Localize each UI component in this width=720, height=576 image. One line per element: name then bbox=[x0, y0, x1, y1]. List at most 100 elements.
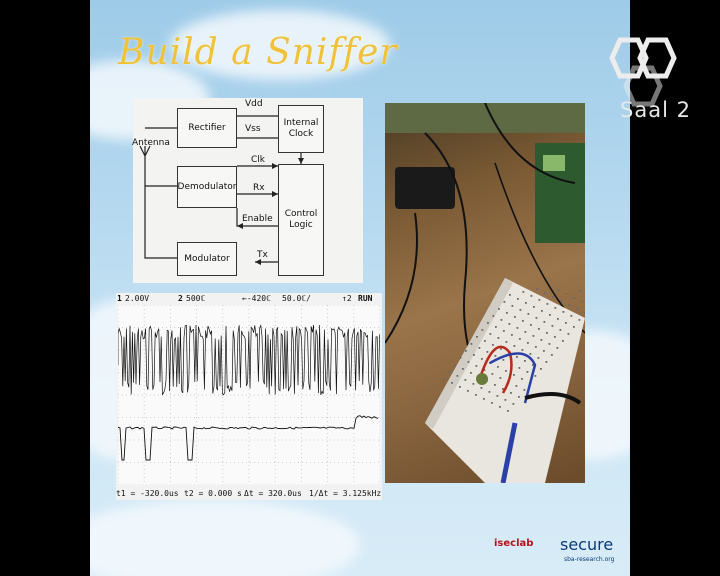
breadboard-hole bbox=[511, 305, 514, 307]
breadboard-hole bbox=[530, 295, 533, 297]
breadboard-hole bbox=[557, 318, 559, 320]
breadboard-hole bbox=[551, 325, 554, 327]
breadboard-hole bbox=[508, 323, 511, 325]
breadboard-hole bbox=[537, 357, 540, 359]
breadboard-hole bbox=[522, 320, 524, 322]
breadboard-hole bbox=[540, 339, 543, 341]
breadboard-hole bbox=[562, 340, 564, 342]
breadboard-hole bbox=[518, 367, 521, 369]
breadboard-hole bbox=[506, 312, 508, 314]
breadboard-hole bbox=[503, 301, 506, 303]
breadboard-hole bbox=[521, 349, 524, 351]
breadboard-hole bbox=[543, 350, 545, 352]
breadboard-hole bbox=[499, 377, 502, 379]
rx-label: Rx bbox=[253, 183, 265, 193]
cursor-delta: Δt = 320.0us bbox=[244, 489, 302, 498]
scope-header: 1 2.00V 2 500ℂ ←-420ℂ 50.0ℂ/ ↑2 RUN bbox=[116, 293, 382, 305]
breadboard-hole bbox=[551, 354, 553, 356]
breadboard-hole bbox=[467, 361, 470, 363]
breadboard-hole bbox=[554, 336, 556, 338]
breadboard-hole bbox=[546, 303, 549, 305]
breadboard-hole bbox=[573, 297, 576, 299]
scope-display bbox=[118, 305, 380, 485]
breadboard-hole bbox=[525, 302, 527, 304]
scope-footer: t1 = -320.0us t2 = 0.000 s Δt = 320.0us … bbox=[116, 488, 382, 500]
breadboard-hole bbox=[584, 312, 585, 314]
vdd-label: Vdd bbox=[245, 99, 263, 109]
cursor-t1: t1 = -320.0us bbox=[116, 489, 179, 498]
channel-1-scale: 2.00V bbox=[125, 294, 150, 303]
breadboard-hole bbox=[472, 383, 475, 385]
breadboard-hole bbox=[516, 327, 519, 329]
breadboard-hole bbox=[448, 371, 451, 373]
cursor-t2: t2 = 0.000 s bbox=[184, 489, 242, 498]
breadboard-hole bbox=[533, 306, 535, 308]
breadboard-hole bbox=[492, 344, 494, 346]
breadboard-hole bbox=[491, 402, 493, 404]
breadboard-hole bbox=[535, 317, 538, 319]
rectifier-block: Rectifier bbox=[177, 108, 237, 148]
breadboard-hole bbox=[540, 368, 542, 370]
breadboard-hole bbox=[527, 342, 529, 344]
breadboard-hole bbox=[515, 385, 518, 387]
channel-1-trace bbox=[118, 324, 380, 396]
block-diagram-wires bbox=[139, 115, 304, 265]
breadboard-hole bbox=[536, 288, 538, 290]
breadboard-hole bbox=[541, 310, 543, 312]
breadboard-hole bbox=[526, 371, 529, 373]
breadboard-hole bbox=[498, 308, 500, 310]
breadboard-hole bbox=[546, 332, 548, 334]
breadboard-hole bbox=[544, 292, 546, 294]
breadboard-photo bbox=[385, 103, 585, 483]
breadboard-hole bbox=[459, 357, 462, 359]
breadboard-hole bbox=[534, 375, 537, 377]
breadboard-hole bbox=[521, 378, 523, 380]
secure-subtitle: sba-research.org bbox=[564, 556, 615, 563]
breadboard-hole bbox=[473, 354, 475, 356]
breadboard-hole bbox=[557, 289, 560, 291]
channel-2-scale: 500ℂ bbox=[186, 294, 206, 303]
breadboard-hole bbox=[494, 355, 497, 357]
breadboard-hole bbox=[488, 391, 491, 393]
breadboard-hole bbox=[491, 373, 494, 375]
breadboard-hole bbox=[481, 329, 484, 331]
breadboard-hole bbox=[475, 394, 477, 396]
control-logic-block: Control Logic bbox=[278, 164, 324, 276]
breadboard-hole bbox=[492, 315, 495, 317]
breadboard-hole bbox=[496, 395, 499, 397]
breadboard-hole bbox=[514, 316, 516, 318]
breadboard-hole bbox=[502, 359, 505, 361]
breadboard-hole bbox=[532, 364, 534, 366]
breadboard-hole bbox=[560, 300, 562, 302]
breadboard-hole bbox=[505, 341, 508, 343]
breadboard-hole bbox=[581, 301, 584, 303]
timebase-readout: ←-420ℂ bbox=[242, 294, 271, 303]
block-diagram: Antenna Rectifier Vdd Vss Internal Clock… bbox=[132, 98, 363, 283]
breadboard-hole bbox=[502, 388, 504, 390]
breadboard-hole bbox=[451, 382, 453, 384]
breadboard-hole bbox=[524, 360, 526, 362]
breadboard-hole bbox=[518, 396, 520, 398]
breadboard-hole bbox=[532, 335, 535, 337]
breadboard-hole bbox=[524, 331, 527, 333]
channel-2-indicator: 2 bbox=[178, 294, 183, 303]
breadboard-hole bbox=[475, 365, 478, 367]
breadboard-hole bbox=[545, 361, 548, 363]
breadboard-hole bbox=[512, 403, 515, 405]
breadboard-hole bbox=[497, 366, 499, 368]
cursor-frequency: 1/Δt = 3.125kHz bbox=[309, 489, 382, 498]
breadboard-hole bbox=[483, 369, 486, 371]
breadboard-hole bbox=[484, 340, 486, 342]
channel-1-indicator: 1 bbox=[117, 294, 122, 303]
breadboard-hole bbox=[465, 350, 467, 352]
demodulator-block: Demodulator bbox=[177, 166, 237, 208]
breadboard-hole bbox=[499, 406, 501, 408]
breadboard-hole bbox=[476, 336, 478, 338]
breadboard-hole bbox=[565, 322, 567, 324]
breadboard-hole bbox=[513, 374, 515, 376]
breadboard-hole bbox=[567, 333, 570, 335]
breadboard-hole bbox=[500, 319, 503, 321]
breadboard-hole bbox=[486, 351, 489, 353]
breadboard-hole bbox=[568, 304, 570, 306]
slide-title: Build a Sniffer bbox=[118, 32, 398, 73]
